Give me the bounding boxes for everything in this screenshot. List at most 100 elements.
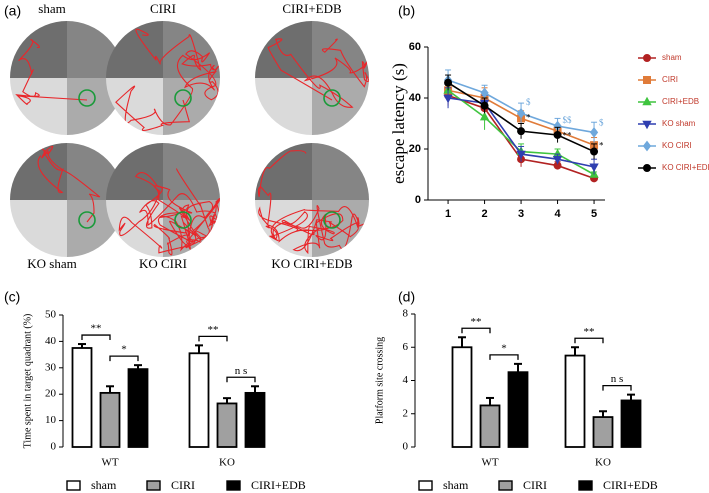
x-tick-label: 2	[482, 208, 488, 220]
maze-image	[255, 143, 369, 257]
legend-swatch	[578, 480, 593, 491]
y-tick-label: 6	[403, 341, 409, 353]
y-axis-label: escape latency (s)	[389, 63, 408, 184]
quadrant	[255, 78, 312, 135]
quadrant	[10, 78, 67, 135]
bracket	[574, 337, 604, 344]
y-tick-label: 20	[409, 143, 421, 155]
legend-label: CIRI	[523, 478, 547, 492]
bar	[127, 368, 149, 448]
swim-path	[118, 168, 220, 256]
bar	[451, 346, 473, 448]
platform	[78, 89, 96, 107]
bracket-label: n s	[235, 365, 248, 377]
marker	[643, 54, 651, 62]
bar	[479, 404, 501, 448]
quadrant	[106, 21, 163, 78]
bar	[244, 391, 266, 448]
legend-label: sham	[443, 478, 469, 492]
marker	[517, 127, 526, 136]
marker	[480, 87, 489, 99]
legend-label: CIRI+EDB	[662, 97, 699, 106]
bracket	[489, 354, 519, 360]
legend-label: KO CIRI	[662, 141, 692, 150]
platform	[323, 89, 341, 107]
bracket-label: n s	[611, 373, 624, 385]
x-tick-label: 5	[591, 208, 597, 220]
legend-swatch	[498, 480, 513, 491]
legend-swatch	[146, 480, 161, 491]
platform	[323, 211, 341, 229]
image-label: KO CIRI+EDB	[271, 256, 353, 271]
y-tick-label: 30	[45, 361, 57, 373]
marker	[589, 127, 599, 138]
platform	[78, 211, 96, 229]
quadrant	[255, 21, 312, 78]
bracket-label: **	[208, 324, 219, 336]
panel-label: (a)	[4, 3, 21, 19]
legend-label: CIRI	[171, 478, 195, 492]
y-tick-label: 0	[51, 441, 57, 453]
bracket	[226, 376, 256, 383]
bar	[564, 354, 586, 448]
marker	[590, 147, 599, 156]
marker	[642, 140, 652, 152]
marker	[642, 120, 652, 130]
y-tick-label: 4	[403, 374, 409, 386]
legend-label: sham	[91, 478, 117, 492]
x-tick-label: 1	[445, 208, 451, 220]
bar	[592, 416, 614, 448]
swim-path	[15, 38, 88, 106]
image-label: CIRI+EDB	[282, 1, 342, 16]
image-label: KO sham	[27, 256, 76, 271]
maze-image	[106, 21, 220, 135]
bar	[216, 402, 238, 448]
legend-label: sham	[662, 53, 682, 62]
marker	[480, 101, 489, 110]
annotation: **	[563, 130, 573, 140]
image-label: KO CIRI	[139, 256, 187, 271]
bracket-label: **	[471, 316, 482, 328]
marker	[642, 96, 652, 106]
legend-label: CIRI	[662, 75, 678, 84]
marker	[516, 107, 526, 119]
panel-label: (c)	[4, 289, 20, 305]
y-tick-label: 10	[45, 414, 57, 426]
y-tick-label: 40	[45, 335, 57, 347]
marker	[444, 78, 453, 87]
x-tick-label: 4	[554, 208, 561, 220]
image-label: sham	[38, 1, 65, 16]
bracket	[461, 327, 491, 334]
y-tick-label: 8	[403, 308, 409, 320]
quadrant	[10, 200, 67, 257]
quadrant	[312, 21, 369, 78]
y-tick-label: 0	[415, 194, 421, 206]
y-axis-label: Platform site crossing	[374, 337, 385, 424]
legend-label: KO sham	[662, 119, 696, 128]
x-tick-label: 3	[518, 208, 524, 220]
marker	[553, 130, 562, 139]
annotation: $	[599, 118, 604, 128]
quadrants	[255, 21, 369, 135]
bracket-label: **	[584, 326, 595, 338]
y-tick-label: 2	[403, 407, 409, 419]
marker	[589, 163, 599, 173]
legend-swatch	[226, 480, 241, 491]
x-tick-label: KO	[219, 457, 235, 469]
bracket-label: **	[91, 323, 102, 335]
quadrants	[106, 143, 220, 257]
annotation: $	[526, 97, 531, 107]
legend-label: CIRI+EDB	[603, 478, 658, 492]
quadrant	[10, 21, 67, 78]
marker	[479, 111, 490, 121]
annotation: *	[526, 112, 531, 122]
legend-label: CIRI+EDB	[251, 478, 306, 492]
panel-label: (d)	[398, 289, 415, 305]
quadrant	[106, 143, 163, 200]
quadrants	[255, 143, 369, 257]
quadrant	[312, 143, 369, 200]
quadrant	[163, 143, 220, 200]
quadrants	[106, 21, 220, 135]
marker	[643, 164, 651, 172]
